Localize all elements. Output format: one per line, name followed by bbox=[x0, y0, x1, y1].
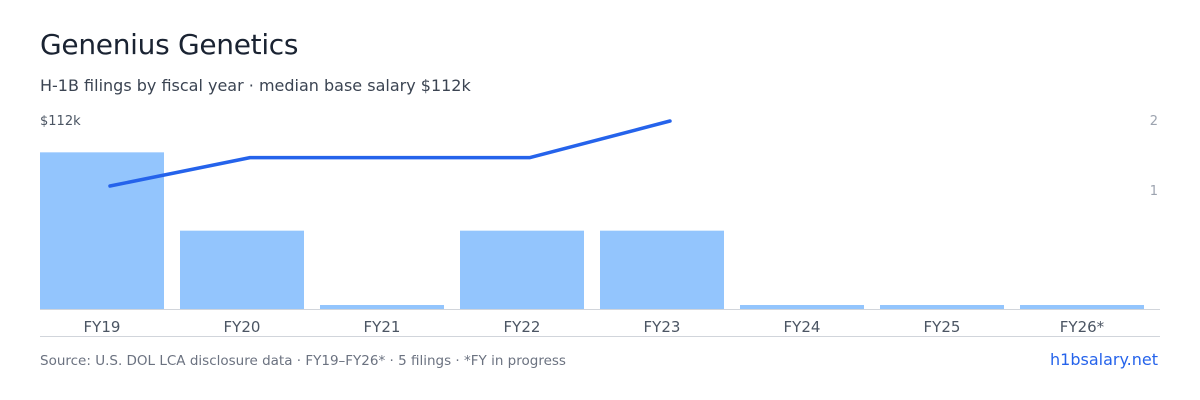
chart-title: Genenius Genetics bbox=[40, 28, 299, 61]
bar-fy21 bbox=[320, 305, 444, 309]
bar-fy26-star bbox=[1020, 305, 1144, 309]
bars-layer bbox=[40, 152, 1144, 309]
bar-fy20 bbox=[180, 230, 304, 309]
x-tick-label: FY23 bbox=[644, 318, 681, 336]
footer-source: Source: U.S. DOL LCA disclosure data · F… bbox=[40, 353, 566, 369]
x-tick-label: FY25 bbox=[924, 318, 961, 336]
chart-subtitle: H-1B filings by fiscal year · median bas… bbox=[40, 76, 471, 95]
x-tick-label: FY24 bbox=[784, 318, 821, 336]
x-tick-labels: FY19 FY20 FY21 FY22 FY23 FY24 FY25 FY26* bbox=[84, 318, 1105, 336]
x-tick-label: FY26* bbox=[1060, 318, 1105, 336]
x-tick-label: FY19 bbox=[84, 318, 121, 336]
x-tick-label: FY21 bbox=[364, 318, 401, 336]
salary-line bbox=[108, 119, 672, 188]
footer-brand-link[interactable]: h1bsalary.net bbox=[1050, 350, 1158, 369]
right-axis-tick-1: 1 bbox=[1150, 184, 1158, 199]
bar-fy22 bbox=[460, 230, 584, 309]
x-tick-label: FY20 bbox=[224, 318, 261, 336]
x-tick-label: FY22 bbox=[504, 318, 541, 336]
bar-fy25 bbox=[880, 305, 1004, 309]
bar-fy23 bbox=[600, 230, 724, 309]
bar-fy24 bbox=[740, 305, 864, 309]
bar-fy19 bbox=[40, 152, 164, 309]
right-axis-tick-2: 2 bbox=[1150, 114, 1158, 129]
left-axis-top-label: $112k bbox=[40, 114, 81, 129]
